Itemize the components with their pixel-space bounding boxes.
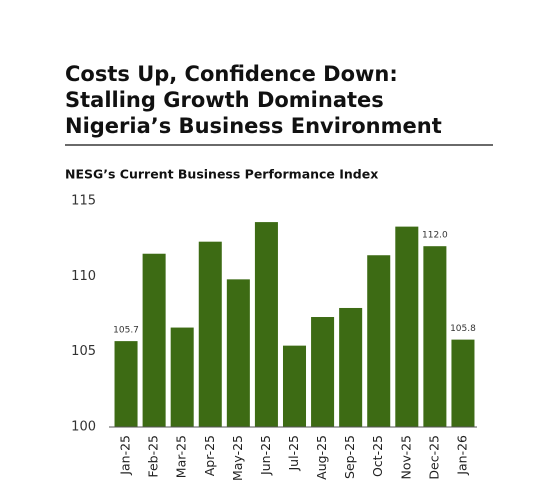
chart-title: Costs Up, Confidence Down: — [65, 62, 398, 86]
bar — [367, 255, 391, 427]
value-label: 105.7 — [113, 326, 139, 336]
bar — [423, 246, 447, 427]
bar — [142, 253, 166, 427]
x-tick-label: Feb-25 — [146, 435, 161, 478]
y-tick-label: 110 — [71, 269, 96, 284]
x-tick-label: Jan-25 — [118, 435, 133, 476]
value-label: 105.8 — [450, 324, 476, 334]
bar — [451, 339, 475, 427]
x-tick-label: Dec-25 — [426, 435, 441, 480]
bar — [114, 341, 138, 427]
bar — [198, 241, 222, 427]
bar — [339, 307, 363, 427]
x-tick-label: Apr-25 — [202, 435, 217, 476]
x-tick-label: Aug-25 — [314, 435, 329, 480]
x-tick-label: Jan-26 — [454, 435, 469, 476]
x-tick-label: Jul-25 — [286, 435, 301, 472]
chart-title: Stalling Growth Dominates — [65, 88, 384, 112]
y-tick-label: 115 — [71, 194, 96, 209]
x-tick-label: May-25 — [230, 435, 245, 481]
chart-title: Nigeria’s Business Environment — [65, 114, 442, 138]
y-tick-label: 105 — [71, 344, 96, 359]
bar — [282, 345, 307, 427]
bar — [254, 222, 278, 427]
bar — [395, 226, 419, 427]
x-tick-label: Mar-25 — [174, 435, 189, 478]
x-tick-label: Jun-25 — [258, 435, 273, 476]
x-tick-label: Nov-25 — [398, 435, 413, 479]
bar — [311, 317, 335, 427]
y-tick-label: 100 — [71, 420, 96, 435]
x-tick-label: Oct-25 — [370, 435, 385, 477]
value-label: 112.0 — [422, 231, 448, 241]
bar — [170, 327, 194, 427]
bar — [226, 279, 250, 427]
chart-subtitle: NESG’s Current Business Performance Inde… — [65, 167, 378, 182]
x-tick-label: Sep-25 — [342, 435, 357, 479]
